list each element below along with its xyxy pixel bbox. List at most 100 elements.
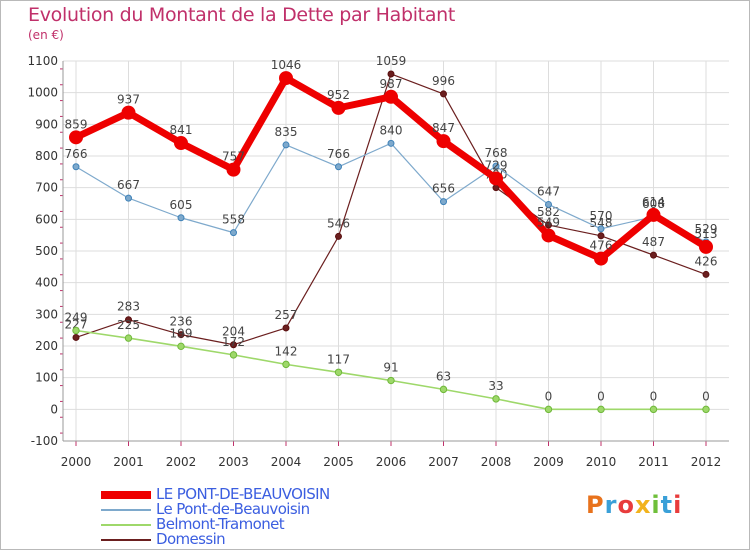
series-le-pont-de-beauvoisin: 859 937 841 757 1046 952 987 847 729 549 476 614 513: [65, 58, 717, 266]
data-label: 667: [117, 178, 140, 192]
data-label: 0: [545, 389, 553, 403]
legend-label: LE PONT-DE-BEAUVOISIN: [156, 485, 330, 503]
data-point: [702, 270, 710, 278]
data-label: 33: [488, 379, 503, 393]
data-point: [699, 239, 713, 254]
data-point: [335, 232, 342, 240]
data-label: 608: [642, 197, 665, 211]
data-point: [335, 163, 342, 171]
data-label: 91: [383, 361, 398, 375]
logo-letter: i: [673, 491, 683, 519]
data-label: 656: [432, 182, 455, 196]
data-point: [331, 100, 346, 115]
data-label: 117: [327, 352, 350, 366]
y-tick-label: 1100: [27, 54, 58, 68]
y-tick-label: 900: [35, 117, 58, 131]
data-point: [597, 225, 605, 233]
logo-letter: i: [651, 491, 661, 519]
x-tick-label: 2012: [691, 455, 722, 469]
y-tick-label: 1000: [27, 86, 58, 100]
data-point: [545, 221, 552, 229]
x-tick-label: 2009: [533, 455, 564, 469]
data-point: [69, 130, 83, 145]
data-point: [440, 90, 447, 98]
data-label: 0: [702, 389, 710, 403]
data-point: [650, 251, 657, 259]
data-point: [387, 139, 395, 147]
y-tick-label: 400: [35, 276, 58, 290]
data-label: 476: [590, 239, 613, 253]
y-tick-label: 500: [35, 244, 58, 258]
x-tick-label: 2007: [428, 455, 459, 469]
x-tick-label: 2002: [166, 455, 197, 469]
x-tick-label: 2003: [218, 455, 249, 469]
data-point: [282, 324, 290, 332]
data-label: 426: [695, 254, 718, 268]
y-tick-label: 0: [50, 402, 58, 416]
data-label: 835: [275, 125, 298, 139]
data-label: 172: [222, 335, 245, 349]
data-point: [387, 376, 395, 385]
x-tick-label: 2005: [323, 455, 354, 469]
data-point: [597, 405, 605, 414]
data-label: 529: [695, 222, 718, 236]
data-point: [226, 162, 241, 177]
data-label: 558: [222, 213, 245, 227]
data-label: 570: [590, 209, 613, 223]
data-label: 937: [117, 93, 140, 107]
data-label: 257: [275, 308, 298, 322]
data-label: 1059: [376, 54, 407, 68]
data-label: 840: [380, 123, 403, 137]
data-label: 199: [170, 326, 193, 340]
data-point: [594, 251, 608, 266]
data-point: [489, 171, 503, 186]
data-point: [492, 162, 500, 170]
legend-label: Le Pont-de-Beauvoisin: [156, 500, 310, 518]
data-label: 859: [65, 117, 88, 131]
data-label: 204: [222, 325, 245, 339]
y-tick-label: 200: [35, 339, 58, 353]
y-tick-label: 800: [35, 149, 58, 163]
data-label: 757: [222, 150, 245, 164]
data-point: [384, 89, 398, 104]
data-point: [541, 228, 556, 243]
data-point: [387, 70, 395, 78]
data-point: [439, 385, 448, 394]
legend-swatch: [101, 509, 151, 511]
data-point: [229, 351, 238, 359]
data-point: [597, 232, 605, 240]
data-point: [279, 71, 293, 86]
data-label: 549: [537, 215, 560, 229]
x-tick-label: 2008: [481, 455, 512, 469]
data-label: 987: [380, 77, 403, 91]
legend-label: Belmont-Tramonet: [156, 515, 285, 533]
chart-title: Evolution du Montant de la Dette par Hab…: [28, 4, 456, 26]
data-label: 1046: [271, 58, 302, 72]
data-point: [177, 331, 185, 339]
data-label: 766: [327, 147, 350, 161]
data-label: 996: [432, 74, 455, 88]
data-point: [492, 395, 500, 403]
data-point: [230, 229, 237, 237]
x-tick-label: 2001: [113, 455, 144, 469]
data-point: [124, 334, 133, 342]
data-label: 225: [117, 318, 140, 332]
data-label: 63: [436, 369, 451, 383]
y-tick-label: 600: [35, 212, 58, 226]
data-point: [230, 341, 237, 349]
legend-label: Domessin: [156, 530, 226, 548]
data-point: [72, 326, 80, 335]
data-point: [646, 207, 661, 222]
data-label: 841: [170, 123, 193, 137]
data-label: 647: [537, 184, 560, 198]
data-label: 605: [170, 198, 193, 212]
data-point: [436, 134, 451, 149]
data-point: [544, 405, 553, 414]
x-tick-label: 2000: [61, 455, 92, 469]
data-label: 952: [327, 88, 350, 102]
y-tick-label: 300: [35, 307, 58, 321]
data-label: 0: [650, 389, 658, 403]
data-point: [121, 105, 136, 120]
